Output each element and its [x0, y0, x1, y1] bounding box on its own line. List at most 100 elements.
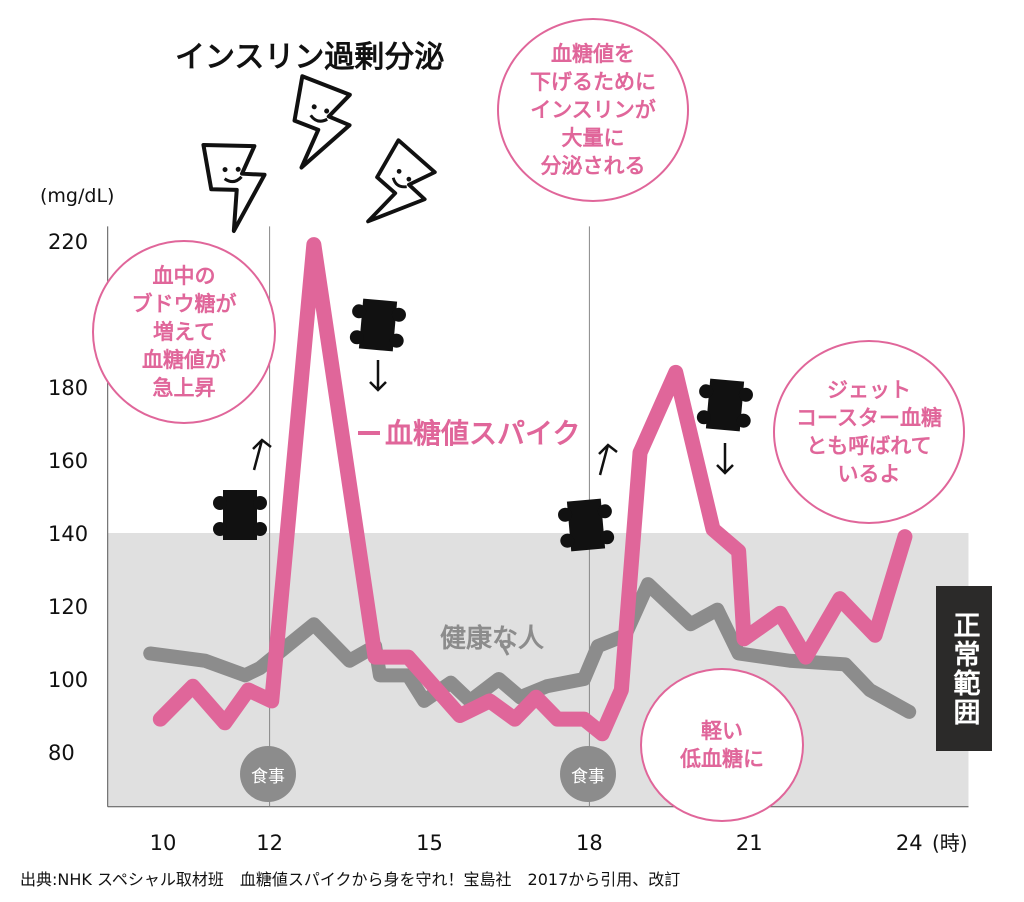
lightning-body: [201, 142, 267, 233]
glucose-block-icon: [696, 378, 753, 432]
healthy-data-point: [259, 667, 261, 669]
healthy-data-point: [519, 696, 521, 698]
healthy-data-point: [450, 682, 452, 684]
spike-data-point: [874, 634, 876, 636]
arrow-path: [252, 438, 272, 471]
lightning-eye: [235, 166, 241, 172]
healthy-data-point: [423, 700, 425, 702]
lightning-body: [366, 138, 437, 224]
spike-data-point: [743, 638, 745, 640]
spike-data-point: [313, 244, 315, 246]
glucose-knob: [389, 333, 404, 348]
healthy-data-point: [244, 674, 246, 676]
healthy-data-point: [313, 623, 315, 625]
up-arrow-icon: [252, 438, 272, 471]
healthy-data-point: [349, 660, 351, 662]
healthy-data-point: [716, 609, 718, 611]
glucose-block-icon: [349, 298, 406, 352]
spike-data-point: [675, 371, 677, 373]
x-axis-unit: (時): [932, 831, 968, 855]
lightning-smile: [309, 114, 328, 123]
y-tick-label: 80: [48, 741, 75, 765]
spike-series-line: [152, 237, 913, 742]
healthy-data-point: [204, 660, 206, 662]
arrow-path: [716, 443, 734, 475]
healthy-data-point: [469, 700, 471, 702]
spike-data-point: [738, 550, 740, 552]
spike-data-point: [159, 718, 161, 720]
rise-bubble: 血中の ブドウ糖が 増えて 血糖値が 急上昇: [92, 240, 276, 424]
glucose-block-icon: [558, 498, 615, 552]
healthy-series-label: 健康な人: [440, 624, 545, 654]
glucose-knob: [738, 387, 753, 402]
healthy-data-point: [690, 623, 692, 625]
glucose-knob: [696, 410, 711, 425]
spike-data-point: [620, 689, 622, 691]
up-arrow-icon: [598, 443, 618, 476]
glucose-body: [358, 298, 398, 352]
spike-data-point: [224, 722, 226, 724]
down-arrow-icon: [369, 360, 387, 392]
spike-series-label: 血糖値スパイク: [385, 417, 581, 450]
spike-data-point: [639, 452, 641, 454]
meal-marker-18: 食事: [560, 746, 616, 802]
y-tick-label: 120: [48, 595, 88, 619]
normal-range-label: 正常範囲: [936, 586, 992, 751]
glucose-body: [223, 490, 257, 540]
x-tick-label: 24: [896, 831, 923, 855]
glucose-knob: [558, 507, 573, 522]
chart-title: インスリン過剰分泌: [175, 40, 445, 75]
down-arrow-icon: [716, 443, 734, 475]
x-tick-label: 15: [416, 831, 443, 855]
arrow-path: [369, 360, 387, 392]
glucose-knob: [352, 304, 367, 319]
healthy-data-point: [647, 583, 649, 585]
healthy-data-point: [546, 685, 548, 687]
healthy-data-point: [738, 652, 740, 654]
healthy-series-line: [143, 577, 917, 719]
healthy-data-point: [379, 674, 381, 676]
lightning-eye: [406, 176, 412, 182]
insulin-bubble: 血糖値を 下げるために インスリンが 大量に 分泌される: [497, 18, 689, 202]
spike-data-point: [459, 715, 461, 716]
y-tick-label: 140: [48, 522, 88, 546]
glucose-block-icon: [213, 490, 267, 540]
x-tick-label: 18: [576, 831, 603, 855]
spike-data-point: [779, 612, 781, 614]
glucose-knob: [736, 413, 751, 428]
y-axis-unit: (mg/dL): [40, 185, 115, 207]
lightning-body: [292, 74, 352, 170]
spike-data-point: [374, 656, 376, 658]
hypoglycemia-bubble: 軽い 低血糖に: [640, 668, 804, 822]
lightning-smile: [391, 177, 407, 189]
spike-data-point: [601, 733, 603, 735]
glucose-knob: [560, 533, 575, 548]
y-tick-label: 100: [48, 668, 88, 692]
glucose-knob: [213, 496, 227, 510]
insulin-lightning-icon: [292, 74, 352, 170]
healthy-data-point: [498, 678, 500, 680]
glucose-knob: [597, 504, 612, 519]
spike-data-point: [514, 718, 516, 720]
spike-data-point: [839, 598, 841, 600]
meal-marker-12: 食事: [240, 746, 296, 802]
glucose-knob: [349, 330, 364, 345]
glucose-knob: [391, 307, 406, 322]
glucose-knob: [600, 530, 615, 545]
y-tick-label: 160: [48, 449, 88, 473]
lightning-eye: [311, 104, 317, 110]
glucose-knob: [253, 496, 267, 510]
spike-data-point: [712, 528, 714, 530]
spike-data-point: [489, 700, 491, 702]
source-caption: 出典:NHK スペシャル取材班 血糖値スパイクから身を守れ！宝島社 2017から…: [20, 870, 681, 889]
y-tick-label: 220: [48, 230, 88, 254]
lightning-eye: [222, 167, 228, 173]
healthy-data-point: [407, 674, 409, 676]
spike-data-point: [583, 718, 585, 720]
healthy-data-point: [583, 678, 585, 680]
spike-data-point: [271, 700, 273, 702]
glucose-knob: [213, 522, 227, 536]
spike-data-point: [535, 696, 537, 698]
insulin-lightning-icon: [201, 142, 267, 233]
